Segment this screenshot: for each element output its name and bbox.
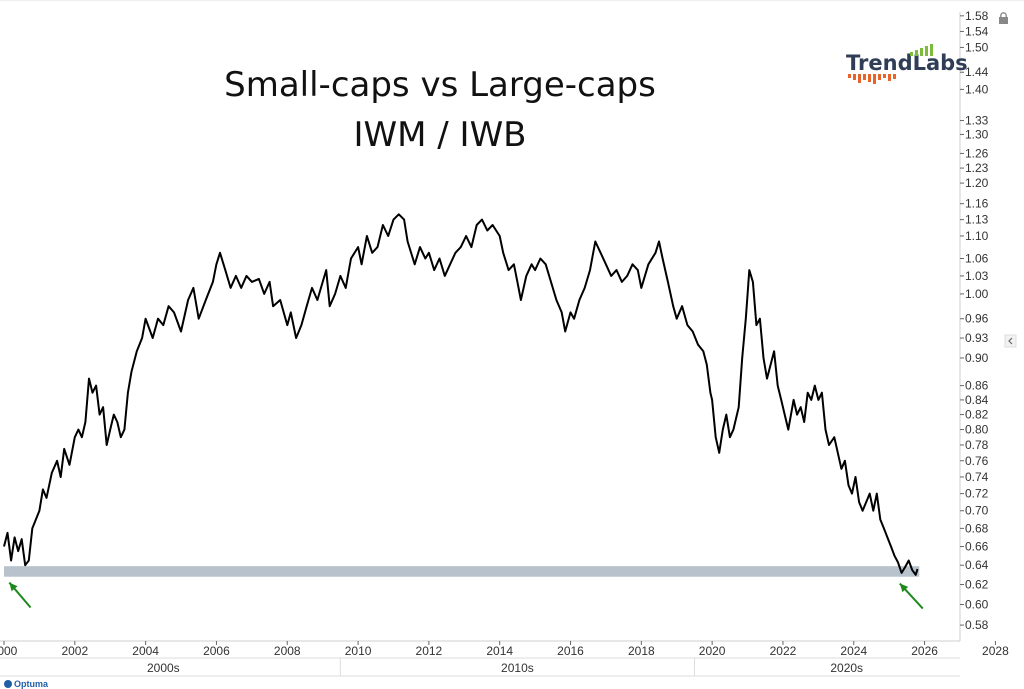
x-tick-label: 2002 [61, 644, 88, 658]
logo-bar-green [915, 50, 918, 56]
y-tick-label: 1.40 [965, 82, 989, 96]
x-tick-label: 2008 [274, 644, 301, 658]
y-tick-label: 0.80 [965, 423, 989, 437]
chart-subtitle: IWM / IWB [353, 115, 526, 155]
x-tick-label: 2000 [0, 644, 18, 658]
y-tick-label: 1.33 [965, 114, 989, 128]
footer-brand: Optuma [4, 679, 49, 689]
logo-bar-orange [873, 74, 876, 84]
y-tick-label: 0.78 [965, 438, 989, 452]
lock-icon[interactable] [999, 12, 1008, 24]
x-tick-label: 2006 [203, 644, 230, 658]
footer-brand-text: Optuma [14, 679, 49, 689]
logo-bar-orange [858, 74, 861, 83]
x-tick-label: 2020 [699, 644, 726, 658]
x-tick-label: 2004 [132, 644, 159, 658]
logo-bar-orange [883, 74, 886, 78]
y-tick-label: 1.54 [965, 24, 989, 38]
logo-text: TrendLabs [846, 51, 968, 75]
decade-label: 2020s [830, 661, 863, 675]
y-tick-label: 0.82 [965, 408, 989, 422]
x-tick-label: 2014 [486, 644, 513, 658]
y-tick-label: 0.74 [965, 470, 989, 484]
logo-bar-orange [878, 74, 881, 80]
x-axis: 2000 2002 2004 2006 2008 2010 2012 2014 2016 2018… [0, 641, 1009, 658]
y-tick-label: 1.16 [965, 197, 989, 211]
logo-bar-green [925, 46, 928, 56]
support-band [4, 566, 920, 577]
arrow-layer [8, 581, 924, 610]
decade-axis: 2000s 2010s 2020s [147, 658, 863, 676]
decade-label: 2000s [147, 661, 180, 675]
logo-bars-up [910, 44, 933, 56]
series-layer [3, 213, 919, 576]
y-tick-label: 1.06 [965, 251, 989, 265]
left-arrow [8, 581, 32, 609]
logo-bar-green [930, 44, 933, 56]
decade-label: 2010s [501, 661, 534, 675]
y-tick-label: 0.86 [965, 379, 989, 393]
x-tick-label: 2024 [840, 644, 867, 658]
right-arrow [899, 582, 924, 610]
x-tick-label: 2012 [416, 644, 443, 658]
y-tick-label: 1.58 [965, 9, 989, 23]
logo-bar-green [910, 52, 913, 56]
chart-title: Small-caps vs Large-caps [224, 65, 656, 105]
y-tick-label: 1.03 [965, 269, 989, 283]
y-tick-label: 0.84 [965, 393, 989, 407]
logo-bars-down [848, 74, 896, 84]
y-tick-label: 1.13 [965, 213, 989, 227]
y-tick-label: 1.30 [965, 127, 989, 141]
x-tick-label: 2010 [345, 644, 372, 658]
logo-bar-orange [888, 74, 891, 81]
x-tick-label: 2016 [557, 644, 584, 658]
x-tick-label: 2022 [770, 644, 797, 658]
y-tick-label: 1.10 [965, 229, 989, 243]
logo-bar-green [920, 48, 923, 56]
x-tick-label: 2018 [628, 644, 655, 658]
logo-bar-orange [863, 74, 866, 80]
y-tick-label: 1.26 [965, 146, 989, 160]
optuma-logo-icon [4, 680, 12, 688]
y-tick-label: 1.20 [965, 176, 989, 190]
y-tick-label: 1.23 [965, 161, 989, 175]
y-tick-label: 1.44 [965, 65, 989, 79]
series-line-0 [3, 213, 919, 576]
y-axis: 1.581.54 1.50 1.44 1.40 1.331.30 1.261.231.20… [960, 9, 989, 632]
y-tick-label: 0.66 [965, 540, 989, 554]
y-tick-label: 0.72 [965, 487, 989, 501]
logo-bar-orange [893, 74, 896, 79]
y-tick-label: 0.96 [965, 312, 989, 326]
y-tick-label: 1.00 [965, 287, 989, 301]
y-tick-label: 0.76 [965, 454, 989, 468]
x-tick-label: 2026 [911, 644, 938, 658]
y-tick-label: 1.50 [965, 40, 989, 54]
logo-bar-orange [853, 74, 856, 80]
y-tick-label: 0.58 [965, 618, 989, 632]
y-tick-label: 0.68 [965, 521, 989, 535]
y-tick-label: 0.62 [965, 578, 989, 592]
y-tick-label: 0.70 [965, 504, 989, 518]
trendlabs-logo: TrendLabs [846, 44, 968, 84]
logo-bar-orange [868, 74, 871, 82]
x-tick-label: 2028 [982, 644, 1009, 658]
logo-bar-orange [848, 74, 851, 78]
y-tick-label: 0.90 [965, 351, 989, 365]
y-tick-label: 0.60 [965, 597, 989, 611]
y-tick-label: 0.64 [965, 558, 989, 572]
chevron-left-icon[interactable] [1004, 334, 1017, 348]
y-tick-label: 0.93 [965, 331, 989, 345]
